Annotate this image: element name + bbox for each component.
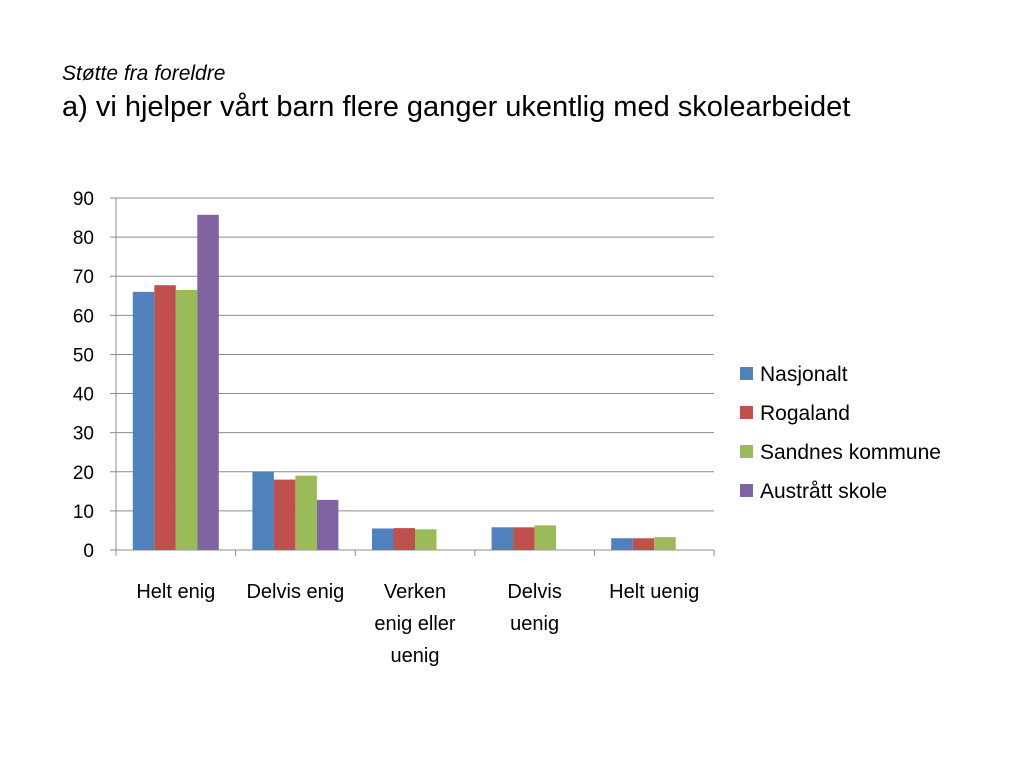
legend-label: Nasjonalt xyxy=(760,363,848,386)
bar xyxy=(132,291,155,550)
bar xyxy=(316,499,339,550)
x-tick-label: Verken xyxy=(384,581,446,603)
legend-swatch xyxy=(740,445,753,458)
bar xyxy=(654,537,676,550)
legend-swatch xyxy=(740,367,753,380)
y-tick-label: 40 xyxy=(73,385,94,406)
legend-swatch xyxy=(740,406,753,419)
bar xyxy=(295,475,317,550)
legend-label: Austrått skole xyxy=(760,480,887,503)
x-tick-label: Helt uenig xyxy=(609,581,699,603)
legend-swatch xyxy=(740,484,753,497)
bar xyxy=(491,527,514,550)
y-tick-label: 10 xyxy=(73,502,94,523)
slide-header: Støtte fra foreldre a) vi hjelper vårt b… xyxy=(62,60,850,126)
y-tick-label: 0 xyxy=(83,541,94,562)
bar xyxy=(273,479,296,550)
bar xyxy=(197,214,219,550)
bar xyxy=(252,471,274,550)
y-tick-label: 60 xyxy=(73,306,94,327)
legend-label: Sandnes kommune xyxy=(760,441,941,464)
slide-title: a) vi hjelper vårt barn flere ganger uke… xyxy=(62,91,851,123)
bar xyxy=(154,285,176,550)
x-tick-label: Delvis enig xyxy=(246,581,344,603)
bar xyxy=(534,525,557,550)
y-tick-label: 20 xyxy=(73,463,94,484)
bar xyxy=(632,538,655,550)
legend-label: Rogaland xyxy=(760,402,850,425)
x-tick-label: Delvis xyxy=(507,581,561,603)
bar xyxy=(372,528,394,550)
y-tick-label: 90 xyxy=(73,189,94,210)
bar xyxy=(393,528,415,550)
y-tick-label: 50 xyxy=(73,345,94,366)
y-tick-label: 80 xyxy=(73,228,94,249)
bar xyxy=(611,538,633,550)
x-tick-label: uenig xyxy=(510,613,559,635)
x-tick-label: Helt enig xyxy=(136,581,215,603)
x-tick-label: uenig xyxy=(391,645,440,667)
bar xyxy=(175,289,198,550)
y-tick-label: 70 xyxy=(73,267,94,288)
bar xyxy=(513,527,535,550)
x-tick-label: enig eller xyxy=(374,613,456,635)
y-tick-label: 30 xyxy=(73,424,94,445)
bar xyxy=(415,529,437,550)
slide-subtitle: Støtte fra foreldre xyxy=(62,62,226,85)
